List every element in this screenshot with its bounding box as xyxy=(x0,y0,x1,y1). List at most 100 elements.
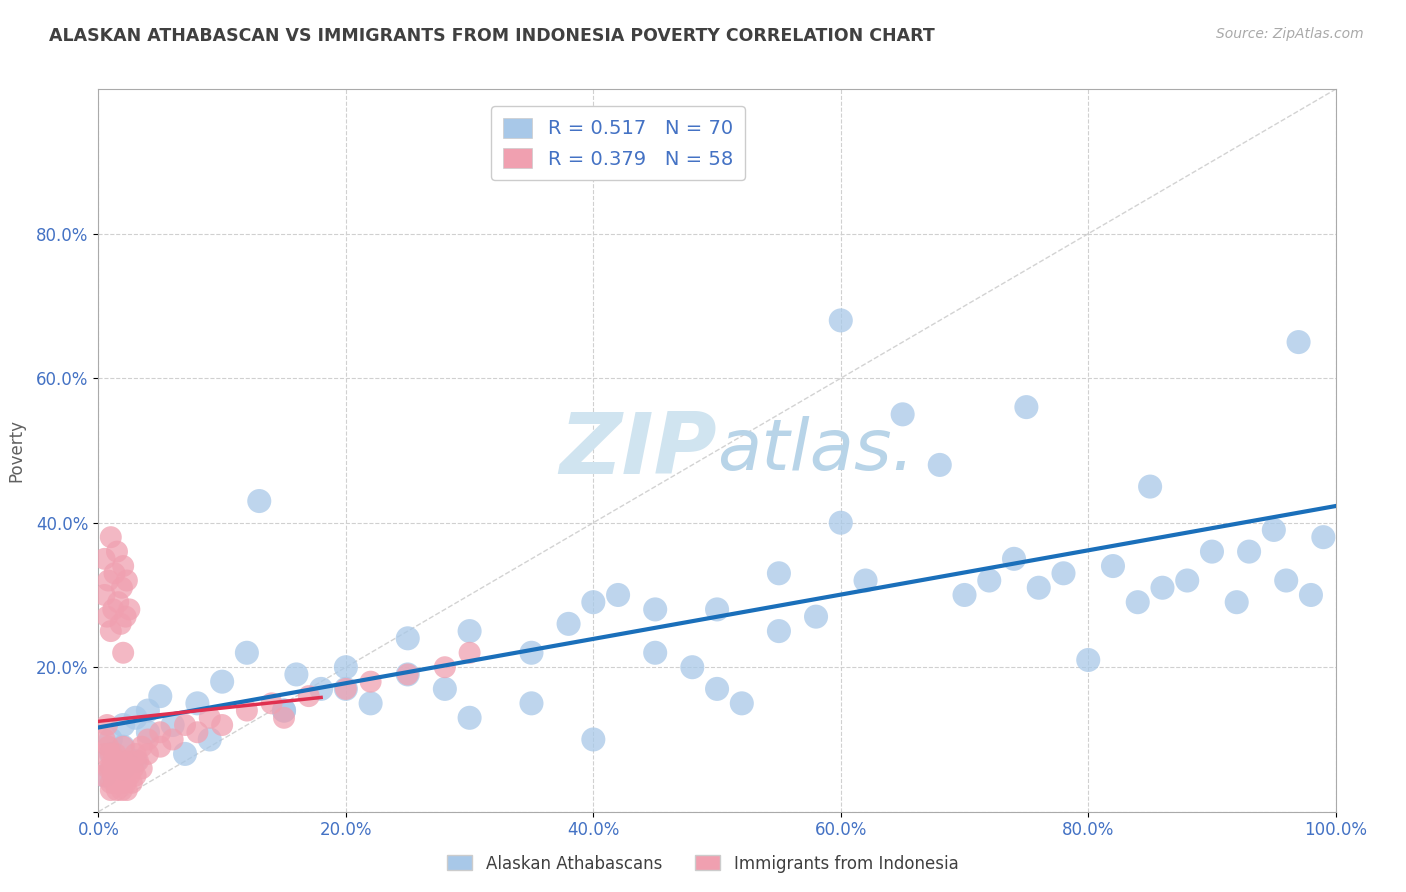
Point xyxy=(1152,581,1174,595)
Point xyxy=(211,674,233,689)
Point xyxy=(768,566,790,581)
Point xyxy=(1226,595,1249,609)
Point xyxy=(112,739,135,754)
Point xyxy=(112,718,135,732)
Point xyxy=(122,761,145,775)
Point xyxy=(136,704,159,718)
Point xyxy=(93,551,115,566)
Point xyxy=(273,704,295,718)
Point xyxy=(93,747,115,761)
Point xyxy=(100,783,122,797)
Point xyxy=(108,769,131,783)
Point xyxy=(309,681,332,696)
Point xyxy=(174,718,197,732)
Point xyxy=(953,588,976,602)
Point xyxy=(1139,480,1161,494)
Point xyxy=(433,660,456,674)
Point xyxy=(112,754,135,768)
Point xyxy=(100,747,122,761)
Point xyxy=(1312,530,1334,544)
Point xyxy=(681,660,703,674)
Point xyxy=(1237,544,1260,558)
Point xyxy=(335,660,357,674)
Point xyxy=(706,602,728,616)
Point xyxy=(557,616,579,631)
Point xyxy=(582,595,605,609)
Point xyxy=(114,761,136,775)
Point xyxy=(127,754,149,768)
Point xyxy=(335,681,357,696)
Point xyxy=(1102,559,1125,574)
Point xyxy=(1201,544,1223,558)
Point xyxy=(1028,581,1050,595)
Point xyxy=(93,769,115,783)
Point xyxy=(114,609,136,624)
Point xyxy=(105,769,128,783)
Point xyxy=(1263,523,1285,537)
Point xyxy=(804,609,827,624)
Point xyxy=(96,609,118,624)
Point xyxy=(124,747,146,761)
Point xyxy=(104,747,127,761)
Point xyxy=(1015,400,1038,414)
Point xyxy=(211,718,233,732)
Point xyxy=(928,458,950,472)
Point xyxy=(103,754,125,768)
Point xyxy=(335,681,357,696)
Point xyxy=(100,530,122,544)
Point xyxy=(112,559,135,574)
Point xyxy=(247,494,270,508)
Point xyxy=(107,595,129,609)
Point xyxy=(121,776,143,790)
Point xyxy=(97,739,120,754)
Point xyxy=(360,674,382,689)
Point xyxy=(644,646,666,660)
Point xyxy=(105,544,128,558)
Point xyxy=(118,769,141,783)
Point xyxy=(100,776,122,790)
Point xyxy=(186,725,208,739)
Point xyxy=(520,646,543,660)
Point xyxy=(107,761,129,775)
Point xyxy=(198,711,221,725)
Point xyxy=(97,761,120,775)
Legend: R = 0.517   N = 70, R = 0.379   N = 58: R = 0.517 N = 70, R = 0.379 N = 58 xyxy=(492,106,745,180)
Point xyxy=(111,769,134,783)
Point xyxy=(112,776,135,790)
Text: Source: ZipAtlas.com: Source: ZipAtlas.com xyxy=(1216,27,1364,41)
Point xyxy=(458,646,481,660)
Point xyxy=(607,588,630,602)
Point xyxy=(360,696,382,710)
Point xyxy=(1002,551,1025,566)
Point xyxy=(103,761,125,775)
Point xyxy=(706,681,728,696)
Point xyxy=(830,516,852,530)
Point xyxy=(236,704,259,718)
Point xyxy=(162,718,184,732)
Point xyxy=(186,696,208,710)
Point xyxy=(103,776,125,790)
Point xyxy=(236,646,259,660)
Point xyxy=(298,689,321,703)
Point xyxy=(118,754,141,768)
Point xyxy=(97,574,120,588)
Point xyxy=(115,574,138,588)
Point xyxy=(830,313,852,327)
Point xyxy=(112,739,135,754)
Point xyxy=(433,681,456,696)
Point xyxy=(1288,334,1310,349)
Point xyxy=(111,581,134,595)
Point xyxy=(1126,595,1149,609)
Point xyxy=(112,769,135,783)
Point xyxy=(162,732,184,747)
Text: ZIP: ZIP xyxy=(560,409,717,492)
Point xyxy=(149,689,172,703)
Point xyxy=(118,602,141,616)
Point xyxy=(93,732,115,747)
Point xyxy=(396,667,419,681)
Point xyxy=(582,732,605,747)
Point xyxy=(520,696,543,710)
Point xyxy=(1275,574,1298,588)
Point xyxy=(124,711,146,725)
Point xyxy=(91,769,114,783)
